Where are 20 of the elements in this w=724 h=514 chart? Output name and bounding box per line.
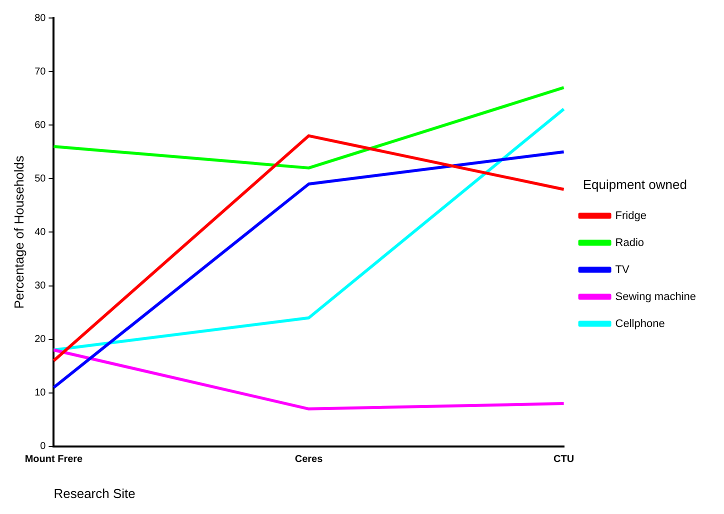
y-tick-label: 20: [34, 334, 46, 346]
legend-title: Equipment owned: [582, 176, 687, 192]
y-tick-label: 10: [34, 388, 46, 399]
y-tick-label: 50: [34, 173, 46, 184]
y-tick-label: 0: [40, 441, 46, 452]
legend-label: TV: [615, 264, 630, 276]
legend-label: Radio: [615, 236, 644, 249]
y-tick-label: 40: [34, 226, 46, 238]
y-axis-title: Percentage of Households: [11, 155, 26, 309]
legend-label: Sewing machine: [615, 290, 696, 303]
x-tick-label: CTU: [554, 454, 574, 466]
x-axis-title: Research Site: [54, 486, 136, 501]
legend-label: Cellphone: [615, 318, 665, 330]
y-tick-label: 30: [34, 280, 46, 292]
x-tick-label: Ceres: [294, 454, 324, 466]
y-tick-label: 60: [34, 120, 46, 131]
y-tick-label: 80: [34, 12, 46, 24]
x-tick-label: Mount Frere: [24, 454, 84, 466]
legend-label: Fridge: [615, 210, 646, 222]
y-tick-label: 70: [34, 66, 46, 78]
